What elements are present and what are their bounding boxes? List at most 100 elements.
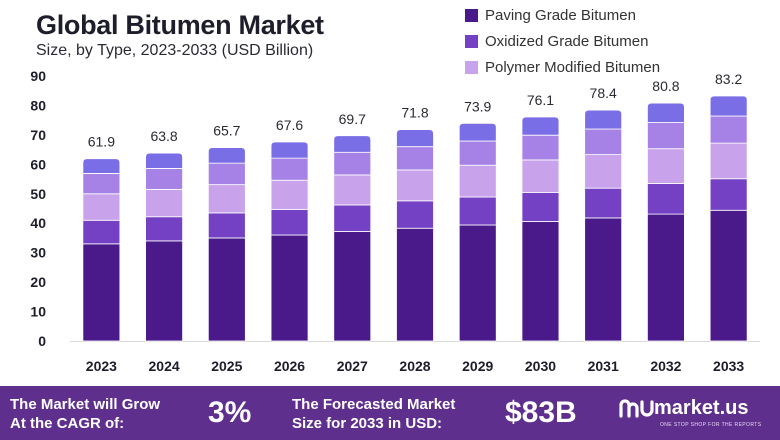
- x-tick-label: 2030: [525, 358, 556, 374]
- bar-segment-1: [207, 237, 246, 342]
- bar-segment-2: [709, 178, 748, 211]
- bar-segment-5: [207, 147, 246, 164]
- bar-segment-5: [270, 141, 309, 159]
- bar-total-label: 80.8: [652, 78, 679, 94]
- y-tick-label: 0: [38, 333, 46, 349]
- bar-segment-5: [584, 109, 623, 130]
- bar-segment-4: [521, 134, 560, 161]
- bar-segment-4: [145, 168, 183, 190]
- bar-segment-4: [458, 140, 497, 166]
- forecast-label: The Forecasted Market Size for 2033 in U…: [292, 395, 455, 433]
- bar-segment-1: [333, 231, 372, 342]
- bar-segment-2: [145, 216, 183, 242]
- x-tick-label: 2023: [86, 358, 117, 374]
- brand-logo[interactable]: market.us: [618, 396, 749, 420]
- bar-segment-1: [647, 213, 685, 342]
- footer-banner: The Market will Grow At the CAGR of: 3% …: [0, 386, 780, 440]
- bar-total-label: 78.4: [590, 85, 617, 101]
- bar-segment-2: [82, 219, 121, 245]
- bar-segment-1: [584, 217, 623, 342]
- bar-segment-3: [270, 179, 309, 210]
- bar-segment-5: [82, 158, 121, 174]
- bar-segment-5: [709, 95, 748, 117]
- x-tick-label: 2029: [462, 358, 493, 374]
- cagr-label-line-1: The Market will Grow: [10, 396, 161, 413]
- cagr-value: 3%: [208, 396, 252, 429]
- y-tick-label: 70: [30, 127, 46, 143]
- bar-segment-3: [521, 159, 560, 194]
- bar-segment-4: [207, 162, 246, 186]
- legend-label-oxidized: Oxidized Grade Bitumen: [485, 32, 649, 50]
- legend-item-oxidized: Oxidized Grade Bitumen: [465, 28, 660, 54]
- bar-segment-2: [584, 187, 623, 219]
- bar-segment-4: [396, 146, 434, 171]
- bar-segment-1: [82, 243, 121, 342]
- bar-segment-2: [207, 212, 246, 239]
- bar-segment-1: [396, 227, 434, 342]
- legend-swatch-oxidized: [465, 34, 478, 48]
- forecast-label-line-2: Size for 2033 in USD:: [292, 415, 443, 432]
- cagr-label-line-2: At the CAGR of:: [10, 415, 125, 432]
- x-tick-label: 2032: [650, 358, 681, 374]
- y-tick-label: 80: [30, 97, 46, 113]
- bar-segment-3: [145, 188, 183, 218]
- bar-total-label: 67.6: [276, 117, 303, 133]
- bar-segment-3: [396, 169, 434, 202]
- bar-segment-2: [521, 192, 560, 222]
- bar-chart: 010203040506070809061.9202363.8202465.72…: [30, 68, 760, 374]
- bar-segment-5: [396, 129, 434, 148]
- bar-segment-3: [207, 184, 246, 214]
- bar-segment-4: [647, 122, 685, 150]
- legend-label-paving: Paving Grade Bitumen: [485, 6, 636, 24]
- forecast-value: $83B: [505, 396, 577, 429]
- cagr-label: The Market will Grow At the CAGR of:: [10, 395, 160, 433]
- bar-segment-1: [521, 221, 560, 342]
- bar-segment-3: [584, 154, 623, 189]
- brand-logo-icon: [619, 399, 654, 418]
- bar-segment-2: [333, 204, 372, 232]
- x-tick-label: 2024: [149, 358, 180, 374]
- bar-segment-3: [647, 148, 685, 184]
- bar-segment-1: [458, 224, 497, 342]
- y-tick-label: 40: [30, 215, 46, 231]
- bar-segment-4: [584, 128, 623, 156]
- bar-segment-2: [458, 196, 497, 226]
- bar-total-label: 65.7: [213, 123, 240, 139]
- bar-total-label: 61.9: [88, 134, 115, 150]
- bar-total-label: 63.8: [150, 128, 177, 144]
- bar-segment-1: [709, 209, 748, 342]
- bar-segment-4: [270, 157, 309, 181]
- bar-segment-3: [82, 193, 121, 221]
- bar-segment-5: [647, 102, 685, 123]
- x-tick-label: 2028: [399, 358, 430, 374]
- bar-segment-4: [333, 151, 372, 176]
- bar-segment-3: [333, 174, 372, 206]
- bar-segment-1: [145, 240, 183, 342]
- legend-swatch-paving: [465, 8, 478, 22]
- bar-segment-5: [333, 135, 372, 153]
- bar-segment-2: [270, 208, 309, 236]
- x-tick-label: 2031: [588, 358, 619, 374]
- brand-name: market.us: [654, 396, 749, 419]
- bar-segment-5: [145, 152, 183, 169]
- forecast-label-line-1: The Forecasted Market: [292, 396, 456, 413]
- bar-segment-5: [521, 116, 560, 136]
- y-tick-label: 30: [30, 245, 46, 261]
- chart-title: Global Bitumen Market: [36, 10, 324, 40]
- bar-segment-3: [709, 142, 748, 180]
- legend-item-paving: Paving Grade Bitumen: [465, 2, 660, 28]
- bar-segment-4: [709, 115, 748, 144]
- bar-segment-3: [458, 164, 497, 198]
- bar-total-label: 76.1: [527, 92, 554, 108]
- x-tick-label: 2026: [274, 358, 305, 374]
- y-tick-label: 50: [30, 186, 46, 202]
- bar-total-label: 69.7: [339, 111, 366, 127]
- bar-total-label: 73.9: [464, 98, 491, 114]
- x-tick-label: 2033: [713, 358, 744, 374]
- y-tick-label: 60: [30, 156, 46, 172]
- brand-tagline: ONE STOP SHOP FOR THE REPORTS: [660, 422, 762, 428]
- legend-swatch-polymer: [465, 60, 478, 74]
- y-tick-label: 10: [30, 304, 46, 320]
- bar-segment-5: [458, 123, 497, 142]
- y-tick-label: 90: [30, 68, 46, 84]
